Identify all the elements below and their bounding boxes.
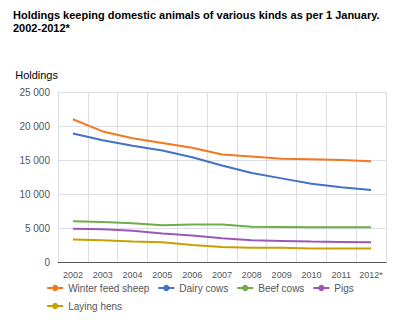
- svg-text:2002-2012*: 2002-2012*: [13, 22, 71, 34]
- svg-text:Holdings keeping domestic anim: Holdings keeping domestic animals of var…: [13, 9, 380, 21]
- svg-text:Laying hens: Laying hens: [68, 301, 122, 312]
- svg-text:2008: 2008: [242, 270, 262, 280]
- svg-text:2003: 2003: [93, 270, 113, 280]
- svg-text:20 000: 20 000: [19, 121, 50, 132]
- svg-text:Dairy cows: Dairy cows: [179, 283, 228, 294]
- svg-text:Beef cows: Beef cows: [258, 283, 304, 294]
- svg-text:Winter feed sheep: Winter feed sheep: [68, 283, 150, 294]
- svg-text:Holdings: Holdings: [15, 69, 58, 81]
- svg-text:2012*: 2012*: [359, 270, 383, 280]
- svg-text:5 000: 5 000: [25, 223, 50, 234]
- svg-text:2011: 2011: [332, 270, 351, 280]
- svg-text:0: 0: [44, 257, 50, 268]
- svg-text:2002: 2002: [63, 270, 83, 280]
- svg-text:2007: 2007: [212, 270, 232, 280]
- svg-text:Pigs: Pigs: [334, 283, 353, 294]
- svg-text:25 000: 25 000: [19, 87, 50, 98]
- svg-text:2010: 2010: [301, 270, 321, 280]
- svg-text:10 000: 10 000: [19, 189, 50, 200]
- svg-text:15 000: 15 000: [19, 155, 50, 166]
- svg-text:2009: 2009: [272, 270, 292, 280]
- svg-text:2005: 2005: [152, 270, 172, 280]
- svg-text:2004: 2004: [123, 270, 143, 280]
- svg-text:2006: 2006: [182, 270, 202, 280]
